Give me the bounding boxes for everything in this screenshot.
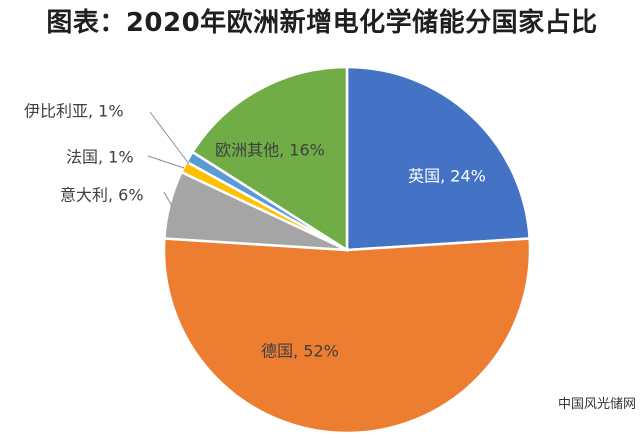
pie-slice-1 (162, 237, 532, 435)
chart-title: 图表：2020年欧洲新增电化学储能分国家占比 (46, 8, 598, 38)
slice-label-5: 欧洲其他, 16% (215, 141, 325, 160)
leader-line-2 (163, 191, 173, 207)
pie-slice-0 (345, 65, 531, 252)
slice-label-4: 伊比利亚, 1% (24, 102, 124, 121)
leader-line-4 (149, 111, 190, 165)
pie-slice-5 (190, 65, 349, 253)
slice-label-0: 英国, 24% (408, 167, 486, 186)
leader-line-3 (147, 155, 185, 169)
watermark: 中国风光储网 (557, 397, 636, 412)
pie-slices (162, 65, 532, 435)
slice-label-2: 意大利, 6% (60, 186, 144, 205)
leader-lines (147, 111, 190, 207)
slice-label-3: 法国, 1% (66, 148, 134, 167)
slice-labels: 英国, 24% 德国, 52% 意大利, 6% 法国, 1% 伊比利亚, 1% 欧洲其他,… (24, 102, 486, 361)
slice-label-1: 德国, 52% (261, 342, 339, 361)
